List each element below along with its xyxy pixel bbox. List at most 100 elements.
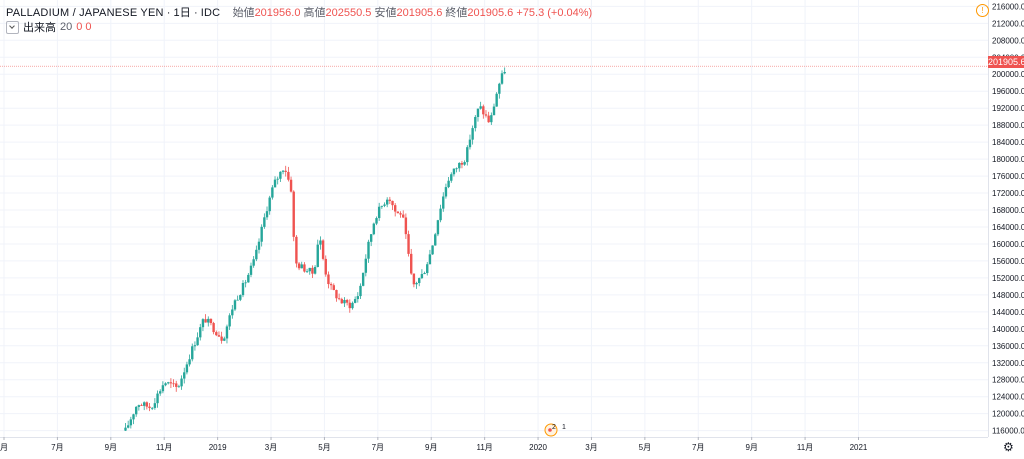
candle-body xyxy=(335,290,338,299)
y-tick-label: 144000.0 xyxy=(992,308,1024,317)
open-label: 始値 xyxy=(232,7,255,19)
candle-body xyxy=(188,359,191,365)
price-axis[interactable]: 116000.0 120000.0 124000.0 128000.0 132000.0… xyxy=(992,2,1024,435)
y-tick-label: 128000.0 xyxy=(992,376,1024,385)
y-tick-label: 176000.0 xyxy=(992,172,1024,181)
candle-body xyxy=(375,218,378,224)
change-value: +75.3 (+0.04%) xyxy=(516,7,593,19)
candle-body xyxy=(199,327,202,338)
volume-legend: 出来高 20 0 0 xyxy=(6,19,92,35)
x-tick-label: 3月 xyxy=(265,443,277,452)
candle-body xyxy=(340,299,343,304)
candle-body xyxy=(233,300,237,310)
candle-body xyxy=(215,332,218,336)
candle-body xyxy=(434,234,437,246)
candle-body xyxy=(482,106,485,115)
candle-body xyxy=(300,264,303,269)
candle-body xyxy=(351,302,354,309)
candle-body xyxy=(388,199,392,201)
candle-body xyxy=(407,234,410,254)
candle-body xyxy=(431,245,434,255)
candle-body xyxy=(444,187,448,197)
candle-body xyxy=(426,264,429,274)
candle-body xyxy=(297,263,301,269)
candle-body xyxy=(239,295,242,300)
candle-body xyxy=(260,226,263,242)
candle-body xyxy=(377,206,381,219)
time-axis[interactable]: 月 7月 9月 11月 2019 3月 5月 7月 9月 11月 2020 3月 5月 7月 9月 11月 20… xyxy=(0,437,868,452)
candle-body xyxy=(225,326,229,339)
candle-body xyxy=(412,273,416,285)
candle-body xyxy=(498,83,501,94)
candle-body xyxy=(393,205,397,212)
candle-body xyxy=(311,267,314,274)
y-tick-label: 156000.0 xyxy=(992,257,1024,266)
close-value: 201905.6 xyxy=(467,7,514,19)
candle-body xyxy=(458,162,461,169)
candle-body xyxy=(343,299,346,304)
candle-body xyxy=(183,372,186,379)
candle-body xyxy=(402,214,405,218)
candle-body xyxy=(356,296,360,300)
candle-body xyxy=(337,298,341,300)
x-tick-label: 9月 xyxy=(105,443,117,452)
info-icon[interactable]: ! xyxy=(976,4,989,17)
x-tick-label: 5月 xyxy=(318,443,330,452)
candle-body xyxy=(359,285,362,297)
volume-name[interactable]: 出来高 xyxy=(23,22,56,34)
candle-body xyxy=(423,273,426,275)
candle-body xyxy=(463,162,466,165)
candle-body xyxy=(332,285,335,291)
candle-body xyxy=(487,115,490,123)
x-tick-label: 2020 xyxy=(529,443,547,452)
candle-body xyxy=(410,253,413,274)
candle-body xyxy=(265,211,269,218)
candle-body xyxy=(263,217,266,227)
candle-body xyxy=(492,106,496,116)
volume-values: 0 0 xyxy=(76,21,92,33)
y-tick-label: 188000.0 xyxy=(992,121,1024,130)
candle-body xyxy=(204,319,207,323)
y-tick-label: 200000.0 xyxy=(992,70,1024,79)
gear-icon[interactable]: ⚙ xyxy=(1003,440,1014,454)
candle-body xyxy=(460,162,464,165)
close-label: 終値 xyxy=(445,7,468,19)
source-label: IDC xyxy=(200,7,221,19)
event-marker[interactable]: 2 1 xyxy=(544,423,566,437)
candle-body xyxy=(247,274,250,283)
candle-body xyxy=(134,406,138,415)
candle-body xyxy=(169,382,173,384)
candle-body xyxy=(474,116,477,129)
candle-body xyxy=(329,284,333,286)
candle-body xyxy=(369,234,373,242)
candle-body xyxy=(321,240,325,259)
x-tick-label: 9月 xyxy=(745,443,757,452)
x-tick-label: 5月 xyxy=(639,443,651,452)
candle-body xyxy=(442,196,445,209)
symbol-legend: PALLADIUM / JAPANESE YEN · 1日 · IDC 始値20… xyxy=(6,7,593,19)
candle-body xyxy=(495,93,498,107)
x-tick-label: 7月 xyxy=(51,443,63,452)
y-tick-label: 212000.0 xyxy=(992,19,1024,28)
candle-body xyxy=(209,318,213,324)
symbol-name[interactable]: PALLADIUM / JAPANESE YEN xyxy=(6,7,164,19)
candle-body xyxy=(452,168,456,175)
y-tick-label: 116000.0 xyxy=(992,427,1024,436)
interval-label[interactable]: 1日 xyxy=(173,7,191,19)
candle-body xyxy=(268,197,271,212)
candle-body xyxy=(167,382,170,384)
candle-body xyxy=(273,179,277,188)
candle-body xyxy=(316,244,319,267)
candle-body xyxy=(156,393,159,404)
candle-body xyxy=(418,278,421,283)
event-marker-count: 2 xyxy=(552,424,556,431)
candle-body xyxy=(450,174,453,181)
candle-body xyxy=(391,200,394,206)
candle-body xyxy=(193,345,197,347)
y-tick-label: 180000.0 xyxy=(992,155,1024,164)
x-tick-label: 7月 xyxy=(372,443,384,452)
y-tick-label: 168000.0 xyxy=(992,206,1024,215)
chevron-down-icon[interactable] xyxy=(6,20,19,34)
